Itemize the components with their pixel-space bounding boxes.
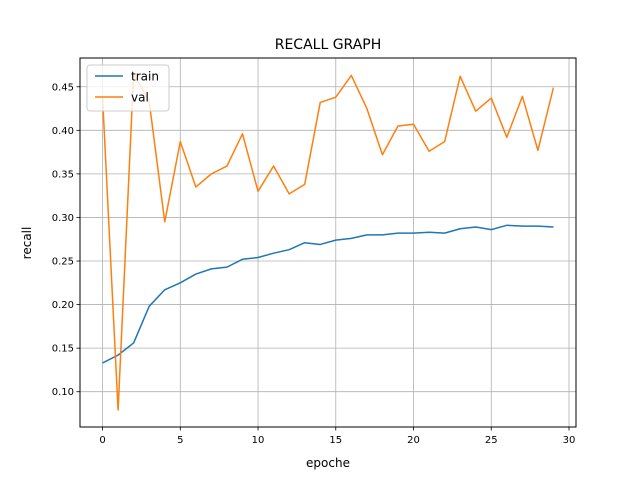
y-tick-label: 0.30	[52, 213, 74, 224]
plot-frame	[79, 57, 577, 428]
x-tick-label: 5	[177, 435, 183, 446]
x-tick-label: 25	[485, 435, 498, 446]
y-tick-label: 0.40	[52, 126, 74, 137]
x-tick-label: 15	[329, 435, 342, 446]
x-tick-label: 0	[99, 435, 105, 446]
chart-title: RECALL GRAPH	[275, 37, 382, 53]
legend-val-label: val	[131, 91, 149, 105]
series-line-val	[101, 72, 555, 411]
x-tick-label: 20	[407, 435, 420, 446]
y-tick-label: 0.15	[52, 344, 74, 355]
legend-train-label: train	[131, 70, 159, 84]
y-tick-label: 0.10	[52, 387, 74, 398]
series-line-train	[102, 224, 554, 364]
y-tick-label: 0.25	[52, 257, 74, 268]
y-tick-label: 0.20	[52, 300, 74, 311]
grid	[80, 58, 576, 427]
axis-ticks: 0 5 10 15 20 25 30 0.10 0.15 0.20 0.25 0.30 0.35 0.40…	[52, 82, 576, 446]
y-axis-label: recall	[20, 227, 34, 260]
x-tick-label: 10	[252, 435, 265, 446]
series-layer	[101, 72, 555, 411]
legend: train val	[86, 64, 170, 112]
x-tick-label: 30	[563, 435, 576, 446]
x-axis-label: epoche	[306, 456, 350, 470]
y-tick-label: 0.35	[52, 169, 74, 180]
y-tick-label: 0.45	[52, 82, 74, 93]
